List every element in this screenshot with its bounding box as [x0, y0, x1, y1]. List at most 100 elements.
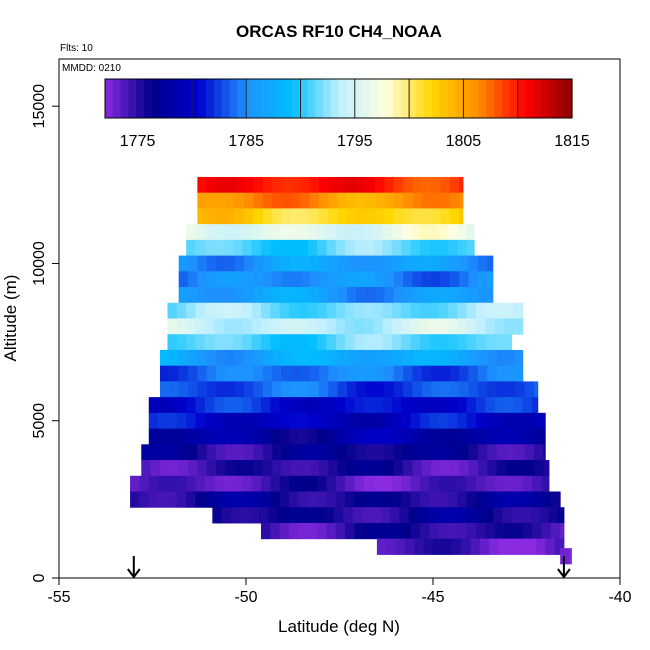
data-cell: [468, 271, 479, 288]
data-cell: [206, 381, 217, 398]
data-cell: [216, 381, 226, 398]
data-cell: [476, 302, 486, 319]
data-cell: [431, 176, 441, 194]
data-cell: [307, 412, 318, 430]
data-cell: [356, 255, 367, 272]
data-cell: [270, 397, 281, 414]
data-cell: [477, 287, 488, 304]
data-cell: [260, 302, 271, 319]
data-cell: [176, 334, 187, 351]
data-cell: [438, 302, 449, 319]
data-cell: [403, 460, 413, 477]
data-cell: [232, 224, 243, 241]
data-cell: [326, 475, 337, 492]
data-cell: [505, 444, 516, 461]
date-annotation: MMDD: 0210: [62, 63, 121, 74]
data-cell: [382, 397, 393, 414]
data-cell: [476, 522, 486, 540]
data-cell: [459, 255, 470, 272]
data-cell: [403, 176, 413, 194]
data-cell: [457, 302, 468, 319]
data-cell: [485, 302, 496, 319]
data-cell: [533, 381, 539, 398]
colorbar-segment: [517, 79, 526, 118]
data-cell: [418, 507, 428, 524]
data-cell: [522, 428, 533, 445]
data-cell: [345, 522, 355, 540]
colorbar-segment: [299, 79, 308, 118]
data-cell: [169, 381, 180, 398]
data-cell: [141, 460, 152, 477]
data-cell: [260, 491, 271, 508]
data-cell: [524, 381, 535, 398]
data-cell: [504, 428, 514, 445]
data-cell: [337, 349, 348, 367]
colorbar-segment: [260, 79, 270, 118]
data-cell: [167, 318, 178, 335]
data-cell: [262, 444, 273, 461]
data-cell: [167, 491, 178, 508]
data-cell: [438, 239, 449, 257]
data-cell: [373, 475, 384, 492]
colorbar-segment: [478, 79, 487, 118]
data-cell: [427, 507, 438, 524]
data-cell: [457, 475, 468, 492]
data-cell: [421, 208, 432, 225]
data-cell: [225, 349, 236, 367]
data-cell: [569, 548, 572, 565]
data-cell: [216, 287, 226, 304]
data-cell: [214, 412, 225, 430]
colorbar-segment: [470, 79, 480, 118]
data-cell: [477, 255, 488, 272]
colorbar-segment: [120, 79, 129, 118]
data-cell: [188, 255, 198, 272]
data-cell: [186, 334, 197, 351]
data-cell: [260, 224, 271, 241]
data-cell: [317, 491, 327, 508]
data-cell: [391, 318, 402, 335]
data-cell: [440, 349, 451, 367]
colorbar-segment: [307, 79, 316, 118]
colorbar-segment: [167, 79, 176, 118]
data-cell: [354, 491, 365, 508]
data-cell: [373, 224, 384, 241]
data-cell: [223, 475, 234, 492]
data-cell: [560, 548, 571, 565]
data-cell: [309, 176, 320, 194]
data-cell: [318, 271, 329, 288]
data-cell: [494, 397, 505, 414]
data-cell: [410, 302, 421, 319]
data-cell: [403, 349, 413, 367]
data-cell: [363, 334, 374, 351]
data-cell: [300, 208, 311, 225]
data-cell: [337, 444, 348, 461]
data-cell: [487, 365, 498, 382]
data-cell: [232, 334, 243, 351]
data-cell: [468, 287, 479, 304]
x-tick-label: -50: [234, 589, 257, 606]
data-cell: [440, 271, 451, 288]
data-cell: [414, 538, 425, 555]
data-cell: [522, 412, 533, 430]
data-cell: [335, 397, 346, 414]
data-cell: [457, 397, 468, 414]
data-cell: [345, 475, 355, 492]
data-cell: [466, 397, 477, 414]
data-cell: [307, 522, 318, 540]
data-cell: [449, 271, 460, 288]
data-cell: [375, 192, 385, 209]
data-cell: [298, 334, 309, 351]
data-cell: [459, 365, 470, 382]
data-cell: [204, 302, 215, 319]
data-cell: [139, 491, 150, 508]
data-cell: [195, 224, 206, 241]
data-cell: [298, 302, 309, 319]
data-cell: [186, 491, 197, 508]
data-cell: [438, 522, 449, 540]
colorbar-segment: [112, 79, 122, 118]
data-cell: [429, 224, 440, 241]
data-cell: [272, 444, 283, 461]
flights-annotation: Flts: 10: [60, 43, 93, 54]
colorbar-segment: [276, 79, 285, 118]
data-cell: [446, 507, 456, 524]
